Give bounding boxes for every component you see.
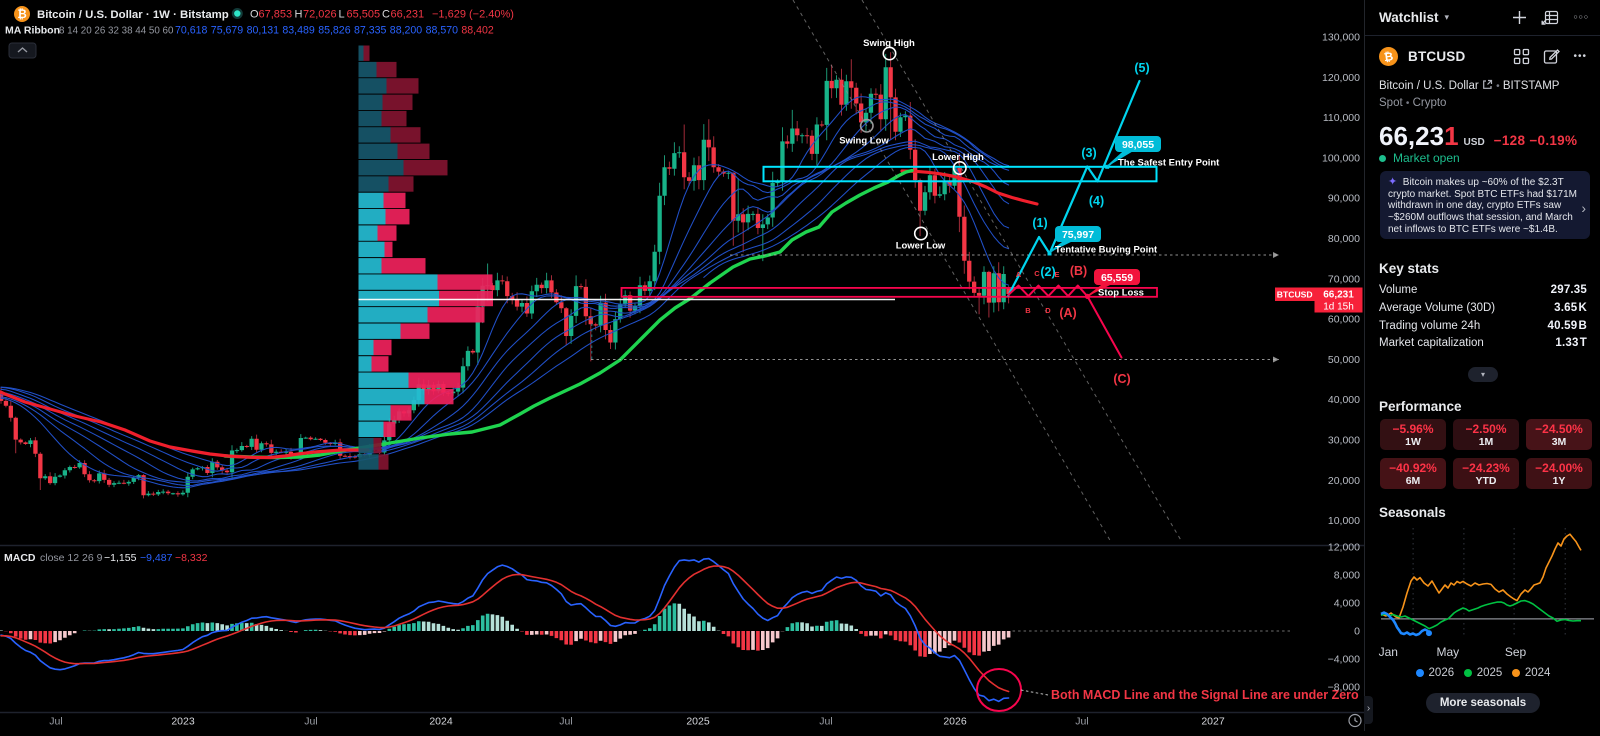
svg-text:40,000: 40,000 [1328, 394, 1360, 406]
svg-text:75,679: 75,679 [211, 25, 244, 37]
svg-text:Jul: Jul [819, 716, 832, 728]
svg-text:−8,332: −8,332 [175, 552, 208, 564]
svg-text:1d 15h: 1d 15h [1323, 302, 1354, 313]
svg-text:(4): (4) [1089, 194, 1104, 208]
svg-text:65,559: 65,559 [1101, 272, 1133, 284]
svg-text:4,000: 4,000 [1334, 598, 1360, 610]
svg-text:Jul: Jul [559, 716, 572, 728]
svg-text:0: 0 [1354, 626, 1360, 638]
svg-text:72,026: 72,026 [303, 9, 337, 21]
svg-text:88,402: 88,402 [461, 25, 494, 37]
svg-text:130,000: 130,000 [1322, 32, 1360, 44]
svg-text:−4,000: −4,000 [1328, 654, 1361, 666]
svg-text:120,000: 120,000 [1322, 72, 1360, 84]
svg-text:Bitcoin / U.S. Dollar · 1W · B: Bitcoin / U.S. Dollar · 1W · Bitstamp [37, 9, 229, 21]
svg-text:D: D [1045, 306, 1051, 315]
svg-text:Jul: Jul [304, 716, 317, 728]
svg-text:88,570: 88,570 [426, 25, 459, 37]
svg-text:100,000: 100,000 [1322, 152, 1360, 164]
svg-text:Swing Low: Swing Low [839, 136, 889, 147]
svg-text:(5): (5) [1134, 61, 1149, 75]
svg-text:50,000: 50,000 [1328, 354, 1360, 366]
svg-text:−8,000: −8,000 [1328, 682, 1361, 694]
svg-text:−9,487: −9,487 [140, 552, 173, 564]
svg-text:2024: 2024 [429, 716, 453, 728]
svg-text:close 12 26 9: close 12 26 9 [40, 552, 103, 564]
svg-text:(2): (2) [1040, 265, 1055, 279]
svg-text:B: B [1025, 306, 1031, 315]
svg-text:BTCUSD: BTCUSD [1277, 289, 1313, 299]
svg-text:83,489: 83,489 [282, 25, 315, 37]
svg-text:66,231: 66,231 [391, 9, 425, 21]
svg-text:Tentative Buying Point: Tentative Buying Point [1055, 245, 1158, 256]
svg-text:Jul: Jul [1075, 716, 1088, 728]
svg-text:(B): (B) [1070, 264, 1087, 278]
svg-text:2026: 2026 [943, 716, 967, 728]
svg-text:C: C [382, 9, 390, 21]
svg-text:30,000: 30,000 [1328, 435, 1360, 447]
svg-text:H: H [295, 9, 303, 21]
svg-text:The Safest Entry Point: The Safest Entry Point [1118, 158, 1220, 169]
svg-text:12,000: 12,000 [1328, 542, 1360, 554]
svg-text:Jul: Jul [49, 716, 62, 728]
svg-text:₿: ₿ [17, 9, 26, 21]
svg-text:C: C [1034, 269, 1040, 278]
svg-text:66,231: 66,231 [1323, 290, 1354, 301]
svg-text:MA Ribbon: MA Ribbon [5, 25, 60, 37]
svg-text:Sep: Sep [1505, 645, 1527, 659]
svg-text:Lower High: Lower High [932, 152, 984, 163]
svg-text:88,200: 88,200 [390, 25, 423, 37]
svg-text:−1,629 (−2.40%): −1,629 (−2.40%) [432, 9, 514, 21]
svg-text:O: O [250, 9, 259, 21]
svg-text:20,000: 20,000 [1328, 475, 1360, 487]
svg-text:(C): (C) [1113, 372, 1130, 386]
svg-text:Lower Low: Lower Low [896, 241, 946, 252]
svg-text:Jan: Jan [1379, 645, 1398, 659]
svg-text:60,000: 60,000 [1328, 314, 1360, 326]
svg-text:(1): (1) [1032, 216, 1047, 230]
svg-text:2025: 2025 [686, 716, 710, 728]
svg-text:70,618: 70,618 [175, 25, 208, 37]
svg-text:70,000: 70,000 [1328, 273, 1360, 285]
svg-text:90,000: 90,000 [1328, 193, 1360, 205]
svg-text:75,997: 75,997 [1062, 229, 1094, 241]
svg-text:A: A [1016, 270, 1022, 279]
svg-text:98,055: 98,055 [1122, 139, 1154, 151]
svg-text:(A): (A) [1059, 306, 1076, 320]
svg-text:Both MACD Line and the Signal: Both MACD Line and the Signal Line are u… [1051, 688, 1359, 702]
svg-text:65,505: 65,505 [347, 9, 381, 21]
svg-text:Stop Loss: Stop Loss [1098, 288, 1144, 299]
svg-text:8,000: 8,000 [1334, 570, 1360, 582]
svg-text:80,131: 80,131 [247, 25, 280, 37]
svg-text:E: E [1054, 270, 1059, 279]
svg-text:L: L [339, 9, 345, 21]
svg-text:85,826: 85,826 [318, 25, 351, 37]
svg-text:Swing High: Swing High [863, 38, 915, 49]
svg-text:10,000: 10,000 [1328, 515, 1360, 527]
svg-text:₿: ₿ [1383, 51, 1394, 64]
svg-text:87,335: 87,335 [354, 25, 387, 37]
svg-text:(3): (3) [1081, 146, 1096, 160]
svg-text:8 14 20 26 32 38 44 50 60: 8 14 20 26 32 38 44 50 60 [59, 26, 174, 37]
svg-text:2027: 2027 [1201, 716, 1225, 728]
svg-text:67,853: 67,853 [259, 9, 293, 21]
svg-text:80,000: 80,000 [1328, 233, 1360, 245]
svg-text:−1,155: −1,155 [104, 552, 137, 564]
svg-text:May: May [1436, 645, 1459, 659]
svg-text:MACD: MACD [4, 552, 36, 564]
svg-text:2023: 2023 [171, 716, 195, 728]
svg-text:110,000: 110,000 [1323, 112, 1360, 124]
